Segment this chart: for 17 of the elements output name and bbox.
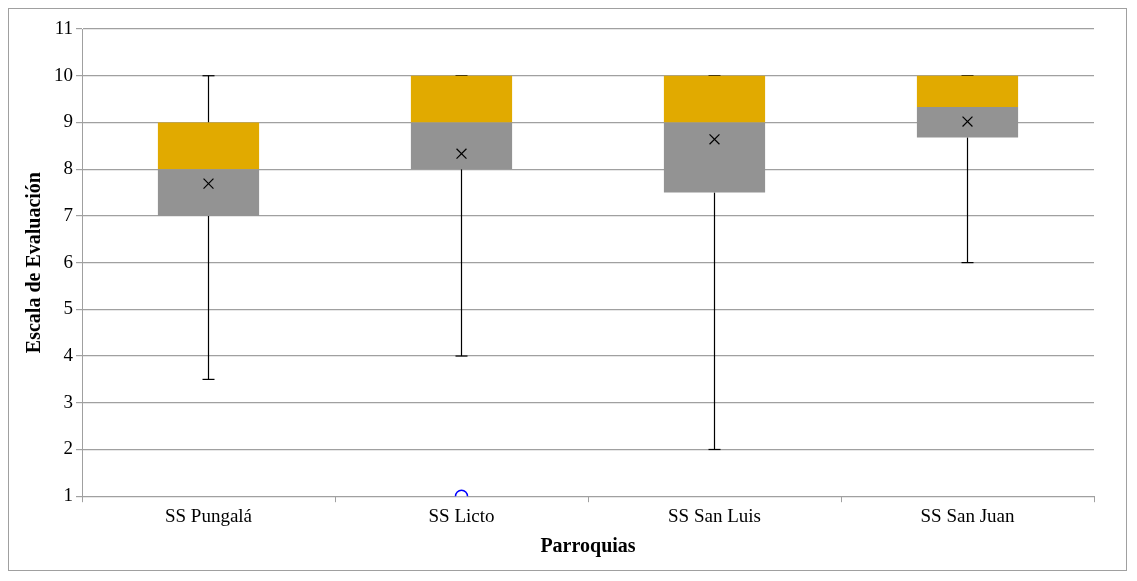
x-tick-label: SS Pungalá xyxy=(164,504,253,526)
x-tick-label: SS San Juan xyxy=(920,504,1015,526)
y-tick-label: 11 xyxy=(54,16,73,38)
y-tick-label: 9 xyxy=(63,110,73,132)
y-tick-label: 8 xyxy=(63,157,73,179)
x-tick-label: SS San Luis xyxy=(668,504,761,526)
y-tick-label: 10 xyxy=(54,63,73,85)
y-axis-title: Escala de Evaluación xyxy=(22,172,45,354)
y-tick-label: 2 xyxy=(63,437,73,459)
y-tick-label: 6 xyxy=(63,250,73,272)
y-tick-label: 4 xyxy=(63,344,74,366)
y-tick-label: 5 xyxy=(63,297,73,319)
x-tick-label: SS Licto xyxy=(428,504,495,526)
y-tick-label: 3 xyxy=(63,390,73,412)
y-tick-label: 7 xyxy=(63,203,73,225)
x-axis-title: Parroquias xyxy=(540,534,636,558)
y-tick-label: 1 xyxy=(63,484,73,506)
